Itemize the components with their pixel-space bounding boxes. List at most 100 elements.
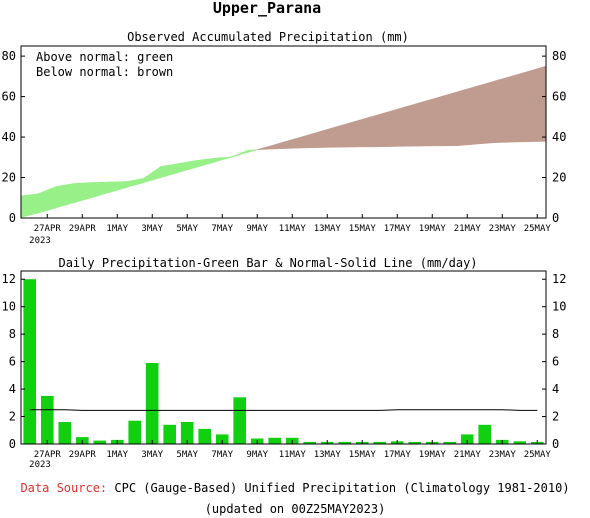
daily-xtick-label: 17MAY xyxy=(384,450,412,460)
accumulated-ytick-label-left: 20 xyxy=(2,171,16,185)
daily-bar-2MAY xyxy=(128,420,141,444)
daily-xtick-label: 3MAY xyxy=(141,450,163,460)
daily-normal-line xyxy=(29,409,538,411)
daily-ytick-label-right: 12 xyxy=(552,272,566,286)
accumulated-below-normal-area xyxy=(300,131,319,149)
accumulated-below-normal-area xyxy=(493,76,512,144)
accumulated-below-normal-area xyxy=(405,101,424,147)
daily-x-axis: 27APR 29APR 1MAY 3MAY 5MAY 7MAY 9MAY 11MAY 13MAY… xyxy=(34,440,552,460)
daily-xtick-label: 9MAY xyxy=(246,450,268,460)
accumulated-xtick-label: 1MAY xyxy=(106,224,128,234)
accumulated-ytick-label-right: 0 xyxy=(552,211,559,225)
accumulated-below-normal-area xyxy=(318,126,337,148)
accumulated-plot-frame xyxy=(20,45,547,219)
daily-xtick-label: 27APR xyxy=(34,450,62,460)
daily-bar-10MAY xyxy=(268,437,281,444)
accumulated-ytick-label-right: 60 xyxy=(552,90,566,104)
accumulated-xtick-label: 5MAY xyxy=(176,224,198,234)
daily-bar-4MAY xyxy=(163,424,176,444)
daily-bar-22MAY xyxy=(478,424,491,444)
daily-bars xyxy=(23,279,544,444)
daily-ytick-label-right: 4 xyxy=(552,382,559,396)
accumulated-xtick-label: 11MAY xyxy=(279,224,307,234)
region-title: Upper_Parana xyxy=(213,0,321,17)
accumulated-ytick-label-left: 0 xyxy=(9,211,16,225)
accumulated-below-normal-area xyxy=(283,136,302,149)
accumulated-above-normal-area xyxy=(73,182,92,204)
daily-xtick-label: 11MAY xyxy=(279,450,307,460)
accumulated-ytick-label-right: 20 xyxy=(552,171,566,185)
accumulated-below-normal-area xyxy=(475,81,494,145)
data-source-label: Data Source: xyxy=(20,481,108,495)
accumulated-above-normal-area xyxy=(125,178,144,188)
daily-bar-27APR xyxy=(41,395,54,444)
daily-xtick-label: 7MAY xyxy=(211,450,233,460)
accumulated-xtick-label: 9MAY xyxy=(246,224,268,234)
daily-ytick-label-left: 12 xyxy=(2,272,16,286)
daily-ytick-label-left: 10 xyxy=(2,300,16,314)
accumulated-above-normal-area xyxy=(213,156,232,163)
accumulated-xtick-label: 19MAY xyxy=(419,224,447,234)
accumulated-xtick-label: 3MAY xyxy=(141,224,163,234)
accumulated-above-normal-area xyxy=(195,157,214,168)
daily-xtick-label: 5MAY xyxy=(176,450,198,460)
daily-xtick-label: 13MAY xyxy=(314,450,342,460)
accumulated-above-normal-area xyxy=(90,181,109,199)
accumulated-above-normal-area xyxy=(160,163,179,178)
accumulated-above-normal-area xyxy=(248,149,258,153)
accumulated-above-normal-area xyxy=(230,149,249,158)
accumulated-below-normal-area xyxy=(510,70,529,143)
daily-bar-8MAY xyxy=(233,397,246,444)
accumulated-xtick-label: 17MAY xyxy=(384,224,412,234)
accumulated-ytick-label-left: 60 xyxy=(2,90,16,104)
legend-above-normal: Above normal: green xyxy=(36,50,173,64)
updated-text: (updated on 00Z25MAY2023) xyxy=(204,502,386,516)
accumulated-below-normal-area xyxy=(335,121,354,148)
daily-bar-20MAY xyxy=(443,441,456,444)
accumulated-xtick-label: 29APR xyxy=(69,224,97,234)
accumulated-title: Observed Accumulated Precipitation (mm) xyxy=(127,30,409,44)
daily-bar-7MAY xyxy=(215,434,229,444)
accumulated-below-normal-area xyxy=(370,111,389,148)
accumulated-above-normal-area xyxy=(108,181,127,194)
accumulated-below-normal-area xyxy=(388,106,407,147)
daily-ytick-label-right: 10 xyxy=(552,300,566,314)
precipitation-chart: Upper_Parana Observed Accumulated Precip… xyxy=(2,0,567,470)
accumulated-above-normal-area xyxy=(143,165,162,183)
accumulated-x-axis: 27APR 29APR 1MAY 3MAY 5MAY 7MAY 9MAY 11MAY 13MAY… xyxy=(34,214,552,234)
accumulated-xtick-label: 13MAY xyxy=(314,224,342,234)
daily-bar-14MAY xyxy=(338,441,351,444)
accumulated-below-normal-area xyxy=(423,96,442,147)
daily-xtick-label: 25MAY xyxy=(524,450,552,460)
updated-line: (updated on 00Z25MAY2023) xyxy=(0,502,590,516)
accumulated-areas xyxy=(20,65,547,218)
daily-xtick-label: 19MAY xyxy=(419,450,447,460)
daily-ytick-label-right: 0 xyxy=(552,437,559,451)
accumulated-below-normal-area xyxy=(528,65,547,143)
data-source-line: Data Source: CPC (Gauge-Based) Unified P… xyxy=(0,481,590,495)
daily-ytick-label-right: 2 xyxy=(552,410,559,424)
accumulated-below-normal-area xyxy=(458,86,477,146)
accumulated-ytick-label-right: 40 xyxy=(552,130,566,144)
legend-below-normal: Below normal: brown xyxy=(36,65,173,79)
accumulated-above-normal-area xyxy=(38,186,57,214)
daily-bar-6MAY xyxy=(198,428,211,444)
daily-bar-21MAY xyxy=(460,434,474,444)
accumulated-xtick-label: 21MAY xyxy=(454,224,482,234)
accumulated-xtick-label: 23MAY xyxy=(489,224,517,234)
accumulated-xtick-label: 7MAY xyxy=(211,224,233,234)
daily-ytick-label-left: 8 xyxy=(9,327,16,341)
accumulated-below-normal-area xyxy=(353,116,372,148)
daily-bar-28APR xyxy=(58,422,72,444)
accumulated-xtick-label: 25MAY xyxy=(524,224,552,234)
accumulated-above-normal-area xyxy=(178,160,197,173)
daily-title: Daily Precipitation-Green Bar & Normal-S… xyxy=(58,256,477,270)
accumulated-above-normal-area xyxy=(20,193,39,218)
data-source-text: CPC (Gauge-Based) Unified Precipitation … xyxy=(114,481,570,495)
accumulated-ytick-label-right: 80 xyxy=(552,49,566,63)
accumulated-y-axis: 0 0 20 20 40 40 60 60 80 80 xyxy=(2,49,567,225)
daily-xtick-label: 21MAY xyxy=(454,450,482,460)
daily-xtick-label: 1MAY xyxy=(106,450,128,460)
daily-xtick-label: 29APR xyxy=(69,450,97,460)
daily-bar-16MAY xyxy=(373,441,386,444)
